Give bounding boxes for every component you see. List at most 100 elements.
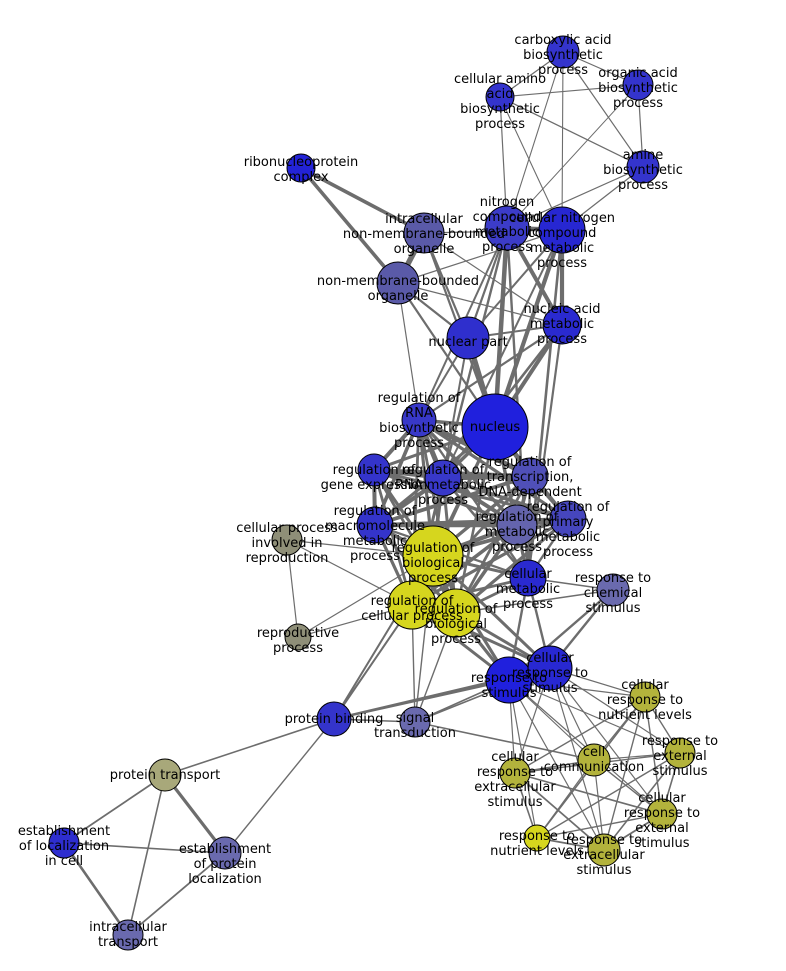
graph-node-response-to-extracellular-stimulus[interactable] (587, 833, 621, 867)
graph-edge (549, 667, 681, 754)
graph-node-cellular-response-to-extracellular-stimulus[interactable] (499, 757, 531, 789)
graph-edge (397, 282, 420, 421)
graph-node-label: carboxylic acid biosynthetic process (514, 33, 611, 78)
graph-node-cellular-response-to-nutrient-levels[interactable] (629, 681, 661, 713)
graph-node-response-to-chemical-stimulus[interactable] (596, 573, 630, 607)
graph-edge (224, 718, 335, 854)
graph-edge (514, 696, 646, 774)
graph-node-label: cellular nitrogen compound metabolic proces… (509, 211, 615, 271)
graph-node-label: regulation of gene expression (321, 463, 428, 493)
graph-node-ribonucleoprotein-complex[interactable] (286, 153, 316, 183)
graph-edge (506, 84, 639, 229)
graph-edge (508, 679, 605, 851)
graph-node-label: regulation of transcription, DNA-dependent (478, 455, 581, 500)
graph-edge (417, 323, 564, 422)
graph-node-carboxylic-acid-biosynthetic-process[interactable] (546, 35, 580, 69)
graph-node-non-membrane-bounded-organelle[interactable] (376, 261, 420, 305)
graph-node-label: nuclear part (428, 335, 507, 350)
graph-node-regulation-of-transcription-dna-dependent[interactable] (511, 457, 549, 495)
graph-node-regulation-of-biological-process[interactable] (402, 525, 464, 587)
graph-node-protein-transport[interactable] (148, 758, 182, 792)
graph-node-amine-biosynthetic-process[interactable] (626, 150, 660, 184)
graph-edge (164, 718, 335, 776)
graph-node-label: protein transport (110, 768, 220, 783)
graph-edge (127, 774, 166, 936)
graph-node-protein-binding[interactable] (316, 701, 352, 737)
graph-node-label: intracellular transport (89, 920, 167, 950)
graph-node-label: cellular response to external stimulus (624, 791, 700, 851)
graph-node-cellular-response-to-stimulus[interactable] (527, 645, 573, 691)
graph-edge (127, 852, 226, 936)
graph-node-cell-communication[interactable] (577, 743, 611, 777)
graph-node-establishment-of-protein-localization[interactable] (208, 836, 242, 870)
graph-node-label: regulation of macromolecule metabolic proce… (325, 504, 425, 564)
nodes-layer[interactable] (48, 35, 696, 951)
graph-node-nucleic-acid-metabolic-process[interactable] (542, 305, 582, 345)
graph-node-cellular-process-involved-in-reproduction[interactable] (271, 524, 303, 556)
graph-node-label: nitrogen compound metabolic process (473, 195, 542, 255)
graph-node-label: regulation of cellular process (361, 594, 463, 624)
graph-node-label: regulation of primary metabolic process (527, 500, 610, 560)
graph-node-intracellular-transport[interactable] (112, 919, 144, 951)
graph-node-label: response to external stimulus (642, 734, 718, 779)
graph-node-label: response to chemical stimulus (575, 571, 651, 616)
graph-edge (62, 841, 130, 937)
graph-node-regulation-of-macromolecule-metabolic-process[interactable] (356, 506, 394, 544)
graph-node-cellular-metabolic-process[interactable] (509, 559, 547, 597)
graph-node-response-to-external-stimulus[interactable] (664, 737, 696, 769)
graph-node-regulation-of-biological-process-2[interactable] (431, 588, 481, 638)
graph-node-regulation-of-primary-metabolic-process[interactable] (549, 500, 587, 538)
graph-node-response-to-nutrient-levels[interactable] (523, 824, 551, 852)
graph-edge (397, 282, 563, 326)
graph-node-label: cell communication (544, 745, 645, 775)
graph-edge (441, 476, 530, 580)
graph-edge (561, 51, 564, 231)
graph-edge (423, 232, 563, 326)
graph-node-label: regulation of biological process (392, 541, 475, 586)
graph-node-organic-acid-biosynthetic-process[interactable] (622, 69, 654, 101)
graph-node-label: reproductive process (257, 626, 339, 656)
graph-node-cellular-amino-acid-biosynthetic-process[interactable] (485, 82, 515, 112)
graph-node-regulation-of-gene-expression[interactable] (357, 453, 391, 487)
graph-node-label: regulation of metabolic process (476, 510, 559, 555)
graph-node-label: protein binding (285, 712, 384, 727)
graph-node-regulation-of-rna-metabolic-process[interactable] (424, 459, 462, 497)
graph-edge (410, 517, 570, 607)
graph-node-nucleus[interactable] (461, 393, 529, 461)
graph-node-cellular-nitrogen-compound-metabolic-process[interactable] (538, 206, 586, 254)
graph-edge (397, 229, 563, 284)
graph-node-label: non-membrane-bounded organelle (317, 274, 479, 304)
graph-node-regulation-of-rna-biosynthetic-process[interactable] (401, 402, 437, 438)
graph-node-label: ribonucleoprotein complex (244, 155, 359, 185)
graph-node-label: establishment of protein localization (179, 842, 271, 887)
graph-node-cellular-response-to-external-stimulus[interactable] (646, 798, 678, 830)
graph-node-label: establishment of localization in cell (18, 824, 110, 869)
graph-node-nuclear-part[interactable] (446, 316, 490, 360)
graph-node-nitrogen-compound-metabolic-process[interactable] (484, 205, 530, 251)
graph-edge (414, 721, 595, 761)
graph-node-label: regulation of biological process (415, 602, 498, 647)
graph-node-label: response to nutrient levels (490, 829, 584, 859)
graph-edge (63, 842, 226, 854)
graph-node-intracellular-non-membrane-bounded-organelle[interactable] (403, 212, 445, 254)
graph-node-regulation-of-metabolic-process[interactable] (496, 504, 538, 546)
graph-edge (441, 476, 570, 521)
graph-edge (514, 772, 663, 815)
graph-edge (603, 752, 681, 851)
graph-edge (63, 774, 166, 844)
graph-node-label: cellular response to extracellular stimulus (474, 750, 556, 810)
graph-node-signal-transduction[interactable] (399, 706, 431, 738)
graph-edge (442, 229, 563, 479)
graph-edge (514, 772, 605, 851)
graph-edge (506, 51, 564, 229)
graph-node-reproductive-process[interactable] (284, 623, 312, 651)
graph-node-establishment-of-localization-in-cell[interactable] (48, 827, 80, 859)
graph-node-label: nucleus (470, 420, 520, 435)
graph-node-label: cellular amino acid biosynthetic process (454, 72, 546, 132)
graph-node-label: amine biosynthetic process (603, 148, 683, 193)
graph-edge (499, 96, 644, 168)
labels-layer: carboxylic acid biosynthetic process organi… (18, 33, 718, 950)
graph-node-label: cellular response to stimulus (512, 651, 588, 696)
